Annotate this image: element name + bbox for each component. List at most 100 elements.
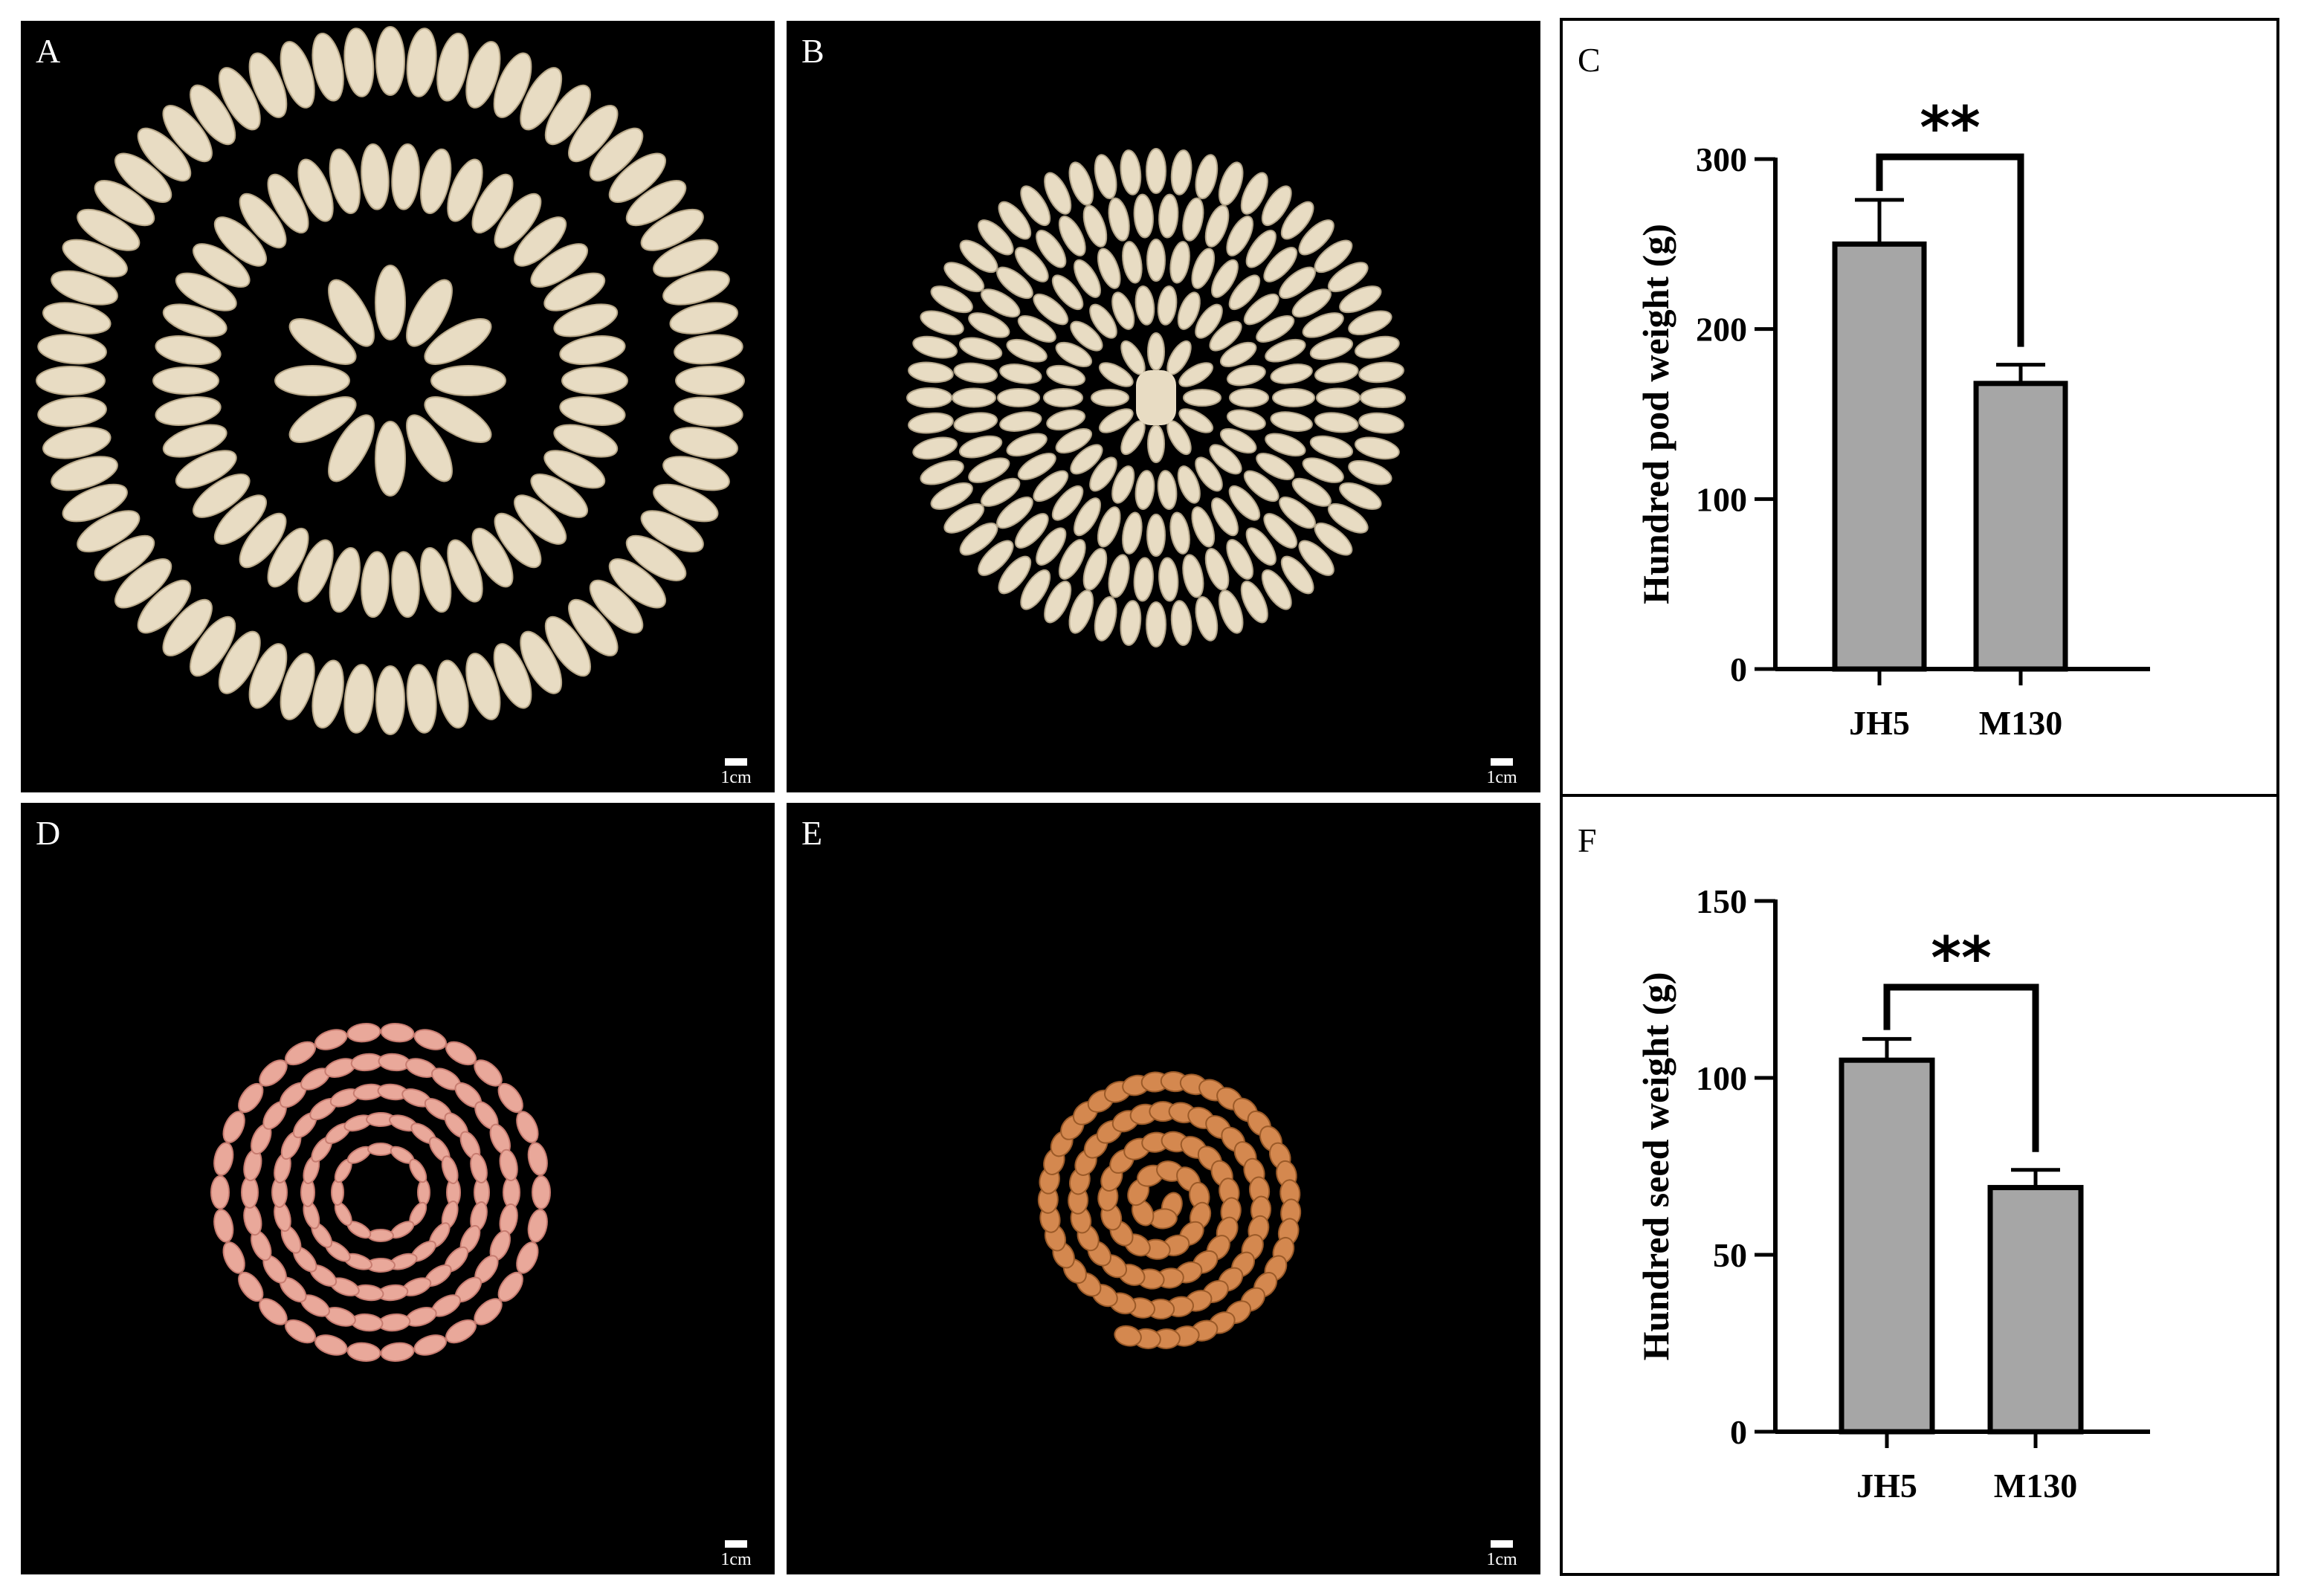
pod xyxy=(114,152,172,203)
seed-chart-x-tick-label: JH5 xyxy=(1856,1467,1917,1505)
seed xyxy=(367,1229,394,1242)
pod xyxy=(375,421,406,497)
pod xyxy=(162,105,213,163)
seed xyxy=(441,1155,459,1184)
pod xyxy=(1339,285,1382,314)
pod xyxy=(1354,436,1400,460)
pod xyxy=(953,412,998,433)
pod xyxy=(37,334,107,365)
pod xyxy=(1327,503,1369,534)
panel-label-a: A xyxy=(36,32,61,70)
seed-chart-y-tick-label: 0 xyxy=(1730,1413,1747,1451)
pod xyxy=(1111,291,1135,330)
pod xyxy=(958,337,1003,361)
pod xyxy=(1044,581,1072,624)
seed xyxy=(1114,1325,1142,1347)
pod xyxy=(1360,387,1406,408)
pod xyxy=(640,510,704,553)
pod xyxy=(1082,204,1108,248)
pod xyxy=(1122,511,1143,555)
scale-label-b: 1cm xyxy=(1486,768,1517,787)
pod xyxy=(625,534,687,581)
seed xyxy=(413,1334,447,1356)
pod xyxy=(1191,248,1216,289)
pod xyxy=(213,216,267,267)
pod xyxy=(981,288,1021,318)
pod-rings-m130 xyxy=(906,148,1406,647)
pod xyxy=(1020,569,1051,610)
scale-bar-e: 1cm xyxy=(1479,1540,1524,1568)
pod xyxy=(996,496,1033,529)
pod xyxy=(1240,172,1268,215)
seed xyxy=(285,1041,316,1066)
pod xyxy=(674,334,743,365)
pod xyxy=(1182,554,1204,598)
pod xyxy=(1051,274,1084,311)
pod xyxy=(996,266,1033,300)
pod-chart-y-tick-label: 300 xyxy=(1696,140,1747,178)
pod xyxy=(375,26,405,96)
pod xyxy=(1098,362,1134,387)
seed-chart-x-tick-label: M130 xyxy=(1994,1467,2077,1505)
pod xyxy=(493,643,532,709)
pod xyxy=(553,424,619,458)
pod xyxy=(559,396,626,426)
seed xyxy=(527,1209,548,1243)
pod xyxy=(953,362,998,384)
pod xyxy=(280,41,315,109)
pod xyxy=(1195,595,1219,642)
pod xyxy=(424,396,492,443)
seed xyxy=(499,1148,518,1182)
pod-weight-chart: 0 100 200 300 Hundred pod weight (g) JH5 M130 *… xyxy=(1635,95,2150,742)
seed xyxy=(474,1059,503,1087)
pod xyxy=(1263,513,1298,549)
pod xyxy=(1017,315,1056,343)
pod xyxy=(1298,540,1334,576)
pod xyxy=(1302,312,1344,338)
pod xyxy=(1219,341,1257,367)
pod xyxy=(908,361,954,384)
pod xyxy=(1157,285,1178,326)
pod xyxy=(543,450,606,489)
pod xyxy=(1354,335,1400,359)
pod xyxy=(42,427,112,459)
pod xyxy=(94,534,155,581)
pod xyxy=(391,551,420,618)
pod xyxy=(906,387,952,408)
seed-chart-y-tick-label: 50 xyxy=(1713,1236,1747,1274)
pod xyxy=(1182,197,1204,242)
pod xyxy=(471,528,514,588)
seed-chart-significance-bracket xyxy=(1883,983,2039,1152)
pod xyxy=(94,180,155,227)
seed xyxy=(417,1179,430,1206)
pod xyxy=(1226,364,1266,387)
pod xyxy=(640,208,704,251)
pod xyxy=(1147,424,1165,463)
pod xyxy=(175,450,237,489)
seed xyxy=(497,1271,523,1302)
pod xyxy=(520,67,563,131)
pod xyxy=(978,219,1014,256)
pod xyxy=(1348,459,1392,485)
seed xyxy=(331,1179,344,1206)
photo-panel-b: B 1cm xyxy=(787,21,1540,792)
seed xyxy=(497,1082,523,1114)
pod xyxy=(1089,303,1117,339)
pod xyxy=(329,148,361,214)
pod xyxy=(312,659,344,729)
pod xyxy=(1270,364,1313,384)
pod xyxy=(1228,274,1261,311)
pod xyxy=(520,630,563,694)
pod xyxy=(1219,428,1257,454)
pod xyxy=(1036,230,1067,268)
pod xyxy=(436,659,469,729)
pod xyxy=(968,312,1010,338)
pod xyxy=(653,239,719,278)
pod xyxy=(465,653,501,720)
pod xyxy=(1245,527,1277,566)
pod xyxy=(1135,285,1155,326)
pod xyxy=(1211,259,1239,298)
pod xyxy=(1082,548,1108,591)
pod xyxy=(218,67,261,131)
pod xyxy=(391,143,420,210)
